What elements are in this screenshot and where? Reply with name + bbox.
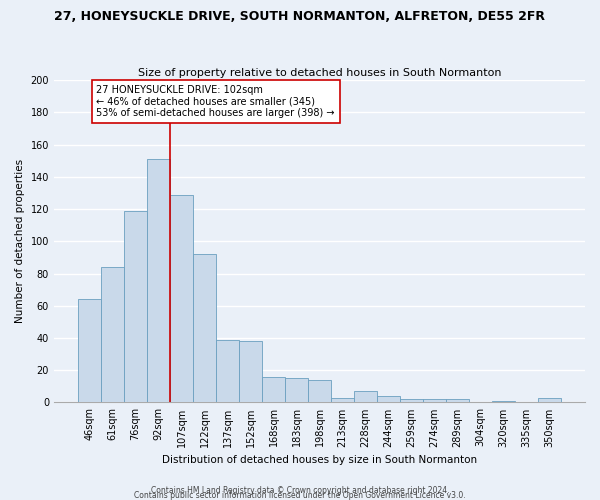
Bar	[78, 300, 101, 403]
Bar	[354, 391, 377, 402]
Text: Contains HM Land Registry data © Crown copyright and database right 2024.: Contains HM Land Registry data © Crown c…	[151, 486, 449, 495]
Y-axis label: Number of detached properties: Number of detached properties	[15, 159, 25, 324]
Bar	[262, 376, 285, 402]
Text: 27, HONEYSUCKLE DRIVE, SOUTH NORMANTON, ALFRETON, DE55 2FR: 27, HONEYSUCKLE DRIVE, SOUTH NORMANTON, …	[55, 10, 545, 23]
Bar	[377, 396, 400, 402]
Bar	[285, 378, 308, 402]
Bar	[216, 340, 239, 402]
Bar	[423, 399, 446, 402]
Bar	[101, 267, 124, 402]
Bar	[492, 401, 515, 402]
Bar	[308, 380, 331, 402]
Text: 27 HONEYSUCKLE DRIVE: 102sqm
← 46% of detached houses are smaller (345)
53% of s: 27 HONEYSUCKLE DRIVE: 102sqm ← 46% of de…	[97, 85, 335, 118]
Bar	[538, 398, 561, 402]
Bar	[147, 159, 170, 402]
Bar	[331, 398, 354, 402]
Bar	[193, 254, 216, 402]
X-axis label: Distribution of detached houses by size in South Normanton: Distribution of detached houses by size …	[162, 455, 477, 465]
Bar	[170, 194, 193, 402]
Title: Size of property relative to detached houses in South Normanton: Size of property relative to detached ho…	[138, 68, 501, 78]
Bar	[446, 399, 469, 402]
Bar	[124, 210, 147, 402]
Bar	[400, 399, 423, 402]
Text: Contains public sector information licensed under the Open Government Licence v3: Contains public sector information licen…	[134, 491, 466, 500]
Bar	[239, 341, 262, 402]
